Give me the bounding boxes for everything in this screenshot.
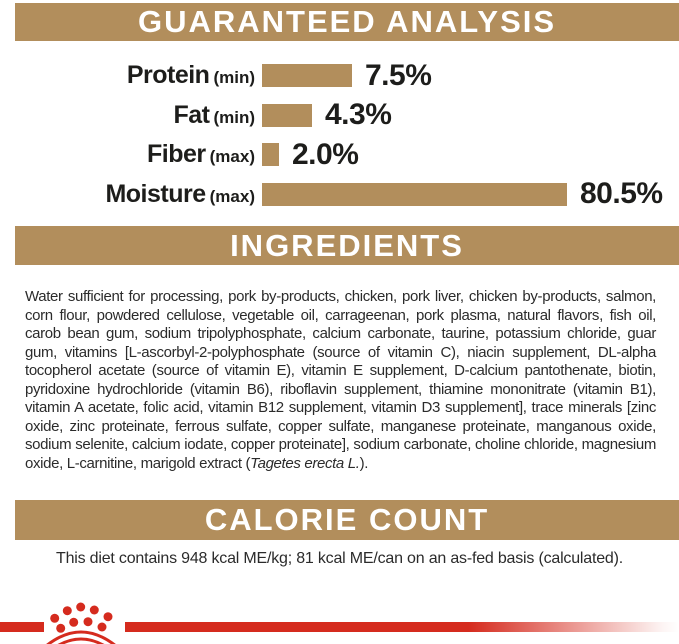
royal-canin-crown-logo — [46, 602, 116, 644]
analysis-row-protein: Protein (min) 7.5% — [0, 56, 679, 96]
footer-red-stripe-left — [0, 622, 44, 632]
ingredients-latin-name: Tagetes erecta L. — [250, 454, 360, 472]
calorie-count-banner: CALORIE COUNT — [15, 500, 679, 540]
analysis-label: Protein (min) — [126, 61, 255, 90]
calorie-count-title: CALORIE COUNT — [204, 502, 490, 537]
guaranteed-analysis-title: GUARANTEED ANALYSIS — [137, 4, 557, 39]
footer-red-stripe-right — [125, 622, 679, 632]
analysis-bar — [262, 143, 279, 167]
analysis-bar — [262, 103, 312, 127]
analysis-value: 2.0% — [292, 137, 359, 171]
calorie-statement: This diet contains 948 kcal ME/kg; 81 kc… — [56, 550, 623, 567]
analysis-label: Fat (min) — [173, 100, 255, 129]
analysis-value: 7.5% — [365, 58, 432, 92]
analysis-label: Moisture (max) — [105, 179, 255, 208]
analysis-value: 80.5% — [580, 177, 663, 211]
ingredients-text-end: ). — [359, 454, 369, 472]
analysis-label: Fiber (max) — [147, 140, 255, 169]
guaranteed-analysis-banner: GUARANTEED ANALYSIS — [15, 3, 679, 41]
analysis-bar — [262, 182, 567, 206]
analysis-row-fat: Fat (min) 4.3% — [0, 96, 679, 136]
analysis-row-fiber: Fiber (max) 2.0% — [0, 135, 679, 175]
ingredients-banner: INGREDIENTS — [15, 226, 679, 265]
ingredients-title: INGREDIENTS — [230, 227, 464, 263]
analysis-value: 4.3% — [325, 98, 392, 132]
ingredients-text-main: Water sufficient for processing, pork by… — [25, 288, 656, 472]
guaranteed-analysis-chart: Protein (min) 7.5% Fat (min) 4.3% Fiber (ma… — [0, 56, 679, 214]
ingredients-paragraph: Water sufficient for processing, pork by… — [25, 288, 656, 473]
analysis-row-moisture: Moisture (max) 80.5% — [0, 175, 679, 215]
analysis-bar — [262, 64, 352, 88]
